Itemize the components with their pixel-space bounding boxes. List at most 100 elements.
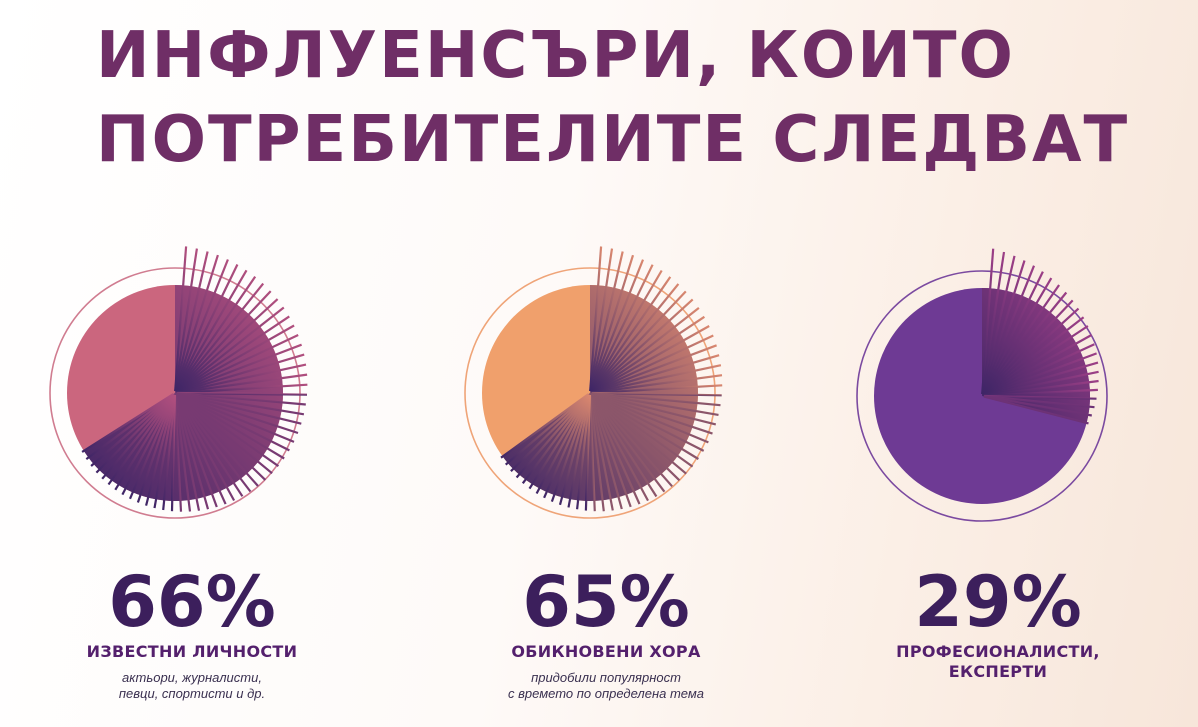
pie-ray-experts: [983, 395, 1089, 425]
pie-ray-ordinary-people: [550, 394, 591, 502]
pie-ray-celebrities: [176, 392, 306, 406]
pie-ray-ordinary-people: [590, 276, 672, 393]
pie-ray-experts: [981, 271, 1044, 395]
pie-ray-experts: [983, 361, 1099, 397]
title-line-2: ПОТРЕБИТЕЛИТЕ СЛЕДВАТ: [96, 103, 1130, 177]
pie-ray-ordinary-people: [590, 393, 673, 488]
pie-ray-ordinary-people: [567, 394, 591, 508]
pie-ray-celebrities: [175, 282, 265, 393]
pie-ray-experts: [981, 251, 1006, 395]
pie-ray-ordinary-people: [591, 391, 722, 397]
pie-ray-ordinary-people: [590, 393, 681, 482]
pie-ray-ordinary-people: [591, 392, 717, 426]
pie-ray-ordinary-people: [589, 246, 603, 392]
note-celebrities-line-2: певци, спортисти и др.: [118, 686, 266, 701]
pie-ray-ordinary-people: [590, 307, 700, 393]
pie-ray-celebrities: [107, 393, 175, 486]
pie-ray-ordinary-people: [591, 384, 723, 394]
pie-ray-celebrities: [176, 392, 299, 435]
pie-ray-celebrities: [136, 394, 176, 503]
pie-ray-experts: [983, 352, 1097, 397]
pie-ray-ordinary-people: [591, 364, 722, 394]
pie-ray-experts: [981, 248, 995, 395]
pie-ray-experts: [982, 277, 1053, 395]
pie-ray-celebrities: [174, 394, 210, 510]
pie-ray-ordinary-people: [589, 394, 632, 508]
pie-ray-celebrities: [174, 251, 209, 392]
pie-ray-celebrities: [175, 394, 236, 502]
pie-ray-experts: [983, 395, 1095, 409]
pie-ray-celebrities: [85, 393, 175, 460]
pie-ray-ordinary-people: [528, 394, 590, 490]
note-ordinary-people-line-2: с времето по определена тема: [507, 686, 705, 701]
pie-ray-ordinary-people: [589, 259, 645, 392]
pie-ray-celebrities: [176, 392, 302, 425]
pie-ray-experts: [983, 343, 1095, 397]
pie-ray-ordinary-people: [591, 315, 706, 393]
pie-ray-experts: [981, 255, 1016, 395]
pie-ray-ordinary-people: [590, 393, 666, 493]
pie-ray-celebrities: [175, 275, 257, 393]
note-ordinary-people: придобили популярност с времето по опред…: [446, 670, 766, 702]
pie-ray-ordinary-people: [584, 394, 591, 511]
category-experts-line-1: ПРОФЕСИОНАЛИСТИ,: [896, 642, 1100, 661]
pie-celebrities: [49, 245, 308, 519]
pie-ray-ordinary-people: [591, 334, 714, 394]
pie-ray-ordinary-people: [504, 393, 590, 466]
pie-ray-ordinary-people: [589, 251, 624, 392]
pie-ray-experts: [981, 260, 1026, 395]
pie-ray-ordinary-people: [591, 344, 717, 394]
pie-ray-celebrities: [175, 393, 259, 487]
pie-ray-ordinary-people: [590, 290, 687, 393]
pie-ray-ordinary-people: [589, 394, 605, 512]
pie-ray-ordinary-people: [591, 392, 713, 435]
pie-ray-celebrities: [175, 393, 273, 475]
pie-ray-celebrities: [81, 393, 174, 453]
stat-experts: 29% ПРОФЕСИОНАЛИСТИ, ЕКСПЕРТИ: [838, 562, 1158, 682]
pie-ray-celebrities: [128, 394, 176, 500]
pie-ray-celebrities: [101, 393, 175, 480]
pie-ray-celebrities: [176, 334, 299, 394]
pie-ray-celebrities: [176, 383, 308, 394]
category-experts-line-2: ЕКСПЕРТИ: [948, 662, 1048, 681]
pie-ray-ordinary-people: [589, 394, 641, 505]
pie-ray-ordinary-people: [591, 393, 699, 460]
pie-ray-celebrities: [162, 394, 176, 511]
pie-ray-ordinary-people: [515, 393, 590, 479]
pie-ray-celebrities: [175, 269, 248, 392]
pie-ray-celebrities: [175, 290, 272, 393]
page-title: ИНФЛУЕНСЪРИ, КОИТО ПОТРЕБИТЕЛИТЕ СЛЕДВАТ: [96, 14, 1129, 182]
pie-ray-ordinary-people: [543, 394, 591, 499]
pie-ray-ordinary-people: [558, 394, 591, 506]
pie-ray-ordinary-people: [590, 393, 694, 468]
stat-celebrities: 66% ИЗВЕСТНИ ЛИЧНОСТИ актьори, журналист…: [32, 562, 352, 702]
pie-ray-celebrities: [90, 393, 175, 467]
pie-ray-experts: [983, 370, 1099, 397]
pie-ray-celebrities: [175, 393, 252, 493]
percent-ordinary-people: 65%: [522, 561, 690, 643]
pie-ray-ordinary-people: [589, 254, 635, 392]
note-ordinary-people-line-1: придобили популярност: [531, 670, 681, 685]
pie-ray-experts: [982, 284, 1061, 396]
pie-ray-celebrities: [175, 393, 280, 467]
pie-ray-celebrities: [174, 264, 239, 392]
pie-experts: [856, 246, 1108, 522]
pie-ray-ordinary-people: [589, 394, 596, 512]
pie-ray-celebrities: [176, 392, 305, 416]
pie-ray-ordinary-people: [535, 394, 591, 495]
pie-ray-experts: [983, 388, 1098, 397]
pie-ray-celebrities: [145, 394, 176, 506]
pie-ray-ordinary-people: [591, 354, 720, 394]
pie-ray-ordinary-people: [591, 325, 710, 393]
pie-ray-ordinary-people: [590, 298, 694, 393]
pie-ray-ordinary-people: [576, 394, 591, 510]
pie-ray-celebrities: [176, 324, 295, 393]
pie-ray-celebrities: [176, 343, 302, 394]
stat-ordinary-people: 65% ОБИКНОВЕНИ ХОРА придобили популярнос…: [446, 562, 766, 702]
pie-ray-ordinary-people: [591, 392, 705, 452]
pie-ray-ordinary-people: [521, 393, 590, 484]
category-ordinary-people: ОБИКНОВЕНИ ХОРА: [511, 642, 701, 661]
pie-ray-celebrities: [95, 393, 175, 474]
pie-ray-ordinary-people: [590, 283, 680, 393]
pie-ray-ordinary-people: [591, 392, 709, 444]
